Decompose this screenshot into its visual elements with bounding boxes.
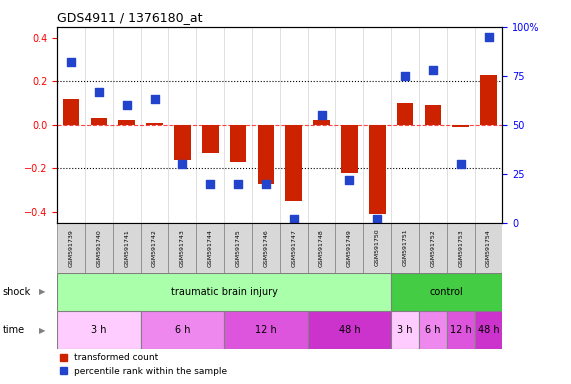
Bar (224, 223, 252, 273)
Point (428, 67, 437, 73)
Bar (447, 311, 475, 349)
Text: shock: shock (3, 287, 31, 297)
Text: traumatic brain injury: traumatic brain injury (171, 287, 278, 297)
Point (234, 180, 243, 187)
Text: GSM591753: GSM591753 (458, 229, 463, 266)
Bar (112, 223, 140, 273)
Bar (308, 311, 391, 349)
Text: 3 h: 3 h (397, 325, 413, 335)
Text: 48 h: 48 h (478, 325, 500, 335)
Bar (140, 223, 168, 273)
Bar (391, 223, 419, 273)
Bar (85, 223, 113, 273)
Bar (140, 311, 224, 349)
Bar (425, 105, 441, 125)
Bar (202, 125, 219, 153)
Text: GSM591743: GSM591743 (180, 229, 185, 266)
Point (373, 216, 382, 222)
Bar (419, 311, 447, 349)
Text: control: control (430, 287, 464, 297)
Bar (391, 311, 419, 349)
Text: GSM591750: GSM591750 (375, 229, 380, 266)
Bar (313, 121, 330, 125)
Text: GSM591749: GSM591749 (347, 229, 352, 266)
Text: GSM591739: GSM591739 (69, 229, 74, 266)
Text: GSM591742: GSM591742 (152, 229, 157, 266)
Bar (90, 118, 107, 125)
Bar (280, 223, 308, 273)
Bar (475, 311, 502, 349)
Text: 12 h: 12 h (255, 325, 277, 335)
Bar (363, 223, 391, 273)
Text: 3 h: 3 h (91, 325, 107, 335)
Text: ▶: ▶ (39, 287, 45, 296)
Bar (63, 99, 79, 125)
Bar (335, 223, 363, 273)
Bar (196, 223, 224, 273)
Bar (419, 223, 447, 273)
Text: GSM591754: GSM591754 (486, 229, 491, 266)
Legend: transformed count, percentile rank within the sample: transformed count, percentile rank withi… (56, 350, 231, 379)
Text: GSM591748: GSM591748 (319, 229, 324, 266)
Text: 12 h: 12 h (450, 325, 472, 335)
Text: GSM591745: GSM591745 (235, 229, 240, 266)
Point (317, 112, 326, 118)
Bar (174, 125, 191, 160)
Text: ▶: ▶ (39, 326, 45, 335)
Bar (452, 125, 469, 127)
Text: time: time (3, 325, 25, 335)
Bar (397, 103, 413, 125)
Point (289, 216, 298, 222)
Point (400, 73, 409, 79)
Text: GSM591746: GSM591746 (263, 229, 268, 266)
Point (206, 180, 215, 187)
Point (122, 102, 131, 108)
Bar (258, 125, 274, 184)
Point (94, 88, 103, 94)
Bar (447, 223, 475, 273)
Text: GSM591741: GSM591741 (124, 229, 129, 266)
Bar (475, 223, 502, 273)
Bar (341, 125, 357, 173)
Text: 6 h: 6 h (425, 325, 441, 335)
Bar (252, 223, 280, 273)
Bar (286, 125, 302, 201)
Bar (57, 311, 140, 349)
Point (66, 59, 75, 65)
Bar (391, 273, 502, 311)
Text: 48 h: 48 h (339, 325, 360, 335)
Text: GSM591747: GSM591747 (291, 229, 296, 266)
Bar (308, 223, 336, 273)
Bar (57, 273, 391, 311)
Text: 6 h: 6 h (175, 325, 190, 335)
Text: GSM591751: GSM591751 (403, 229, 408, 266)
Bar (57, 223, 85, 273)
Text: GDS4911 / 1376180_at: GDS4911 / 1376180_at (57, 11, 203, 24)
Point (150, 96, 159, 103)
Point (484, 34, 493, 40)
Bar (230, 125, 247, 162)
Text: GSM591752: GSM591752 (431, 229, 436, 266)
Point (178, 161, 187, 167)
Bar (168, 223, 196, 273)
Bar (369, 125, 385, 214)
Text: GSM591740: GSM591740 (96, 229, 102, 266)
Bar (224, 311, 308, 349)
Bar (480, 75, 497, 125)
Point (262, 180, 271, 187)
Bar (146, 122, 163, 125)
Point (345, 177, 354, 183)
Point (456, 161, 465, 167)
Bar (118, 121, 135, 125)
Text: GSM591744: GSM591744 (208, 229, 213, 266)
